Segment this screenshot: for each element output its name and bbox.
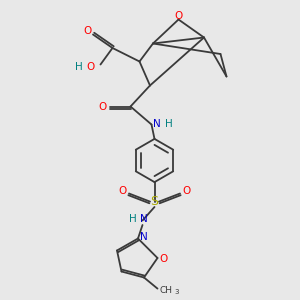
Text: O: O bbox=[182, 185, 191, 196]
Text: N: N bbox=[140, 214, 148, 224]
Text: 3: 3 bbox=[175, 289, 179, 295]
Text: O: O bbox=[87, 62, 95, 73]
Text: CH: CH bbox=[160, 286, 173, 295]
Text: O: O bbox=[174, 11, 183, 21]
Text: H: H bbox=[129, 214, 137, 224]
Text: O: O bbox=[159, 254, 168, 265]
Text: O: O bbox=[99, 101, 107, 112]
Text: O: O bbox=[83, 26, 92, 36]
Text: H: H bbox=[75, 62, 83, 73]
Text: N: N bbox=[140, 232, 147, 242]
Text: S: S bbox=[151, 195, 158, 208]
Text: N: N bbox=[153, 118, 161, 129]
Text: H: H bbox=[165, 118, 173, 129]
Text: O: O bbox=[118, 185, 127, 196]
